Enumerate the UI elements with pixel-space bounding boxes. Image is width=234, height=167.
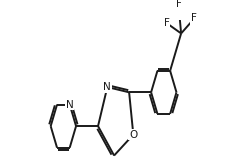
Text: F: F bbox=[164, 18, 170, 28]
Text: F: F bbox=[176, 0, 181, 9]
Text: N: N bbox=[103, 82, 111, 92]
Text: F: F bbox=[191, 13, 197, 23]
Text: O: O bbox=[129, 130, 137, 140]
Text: N: N bbox=[66, 100, 73, 110]
